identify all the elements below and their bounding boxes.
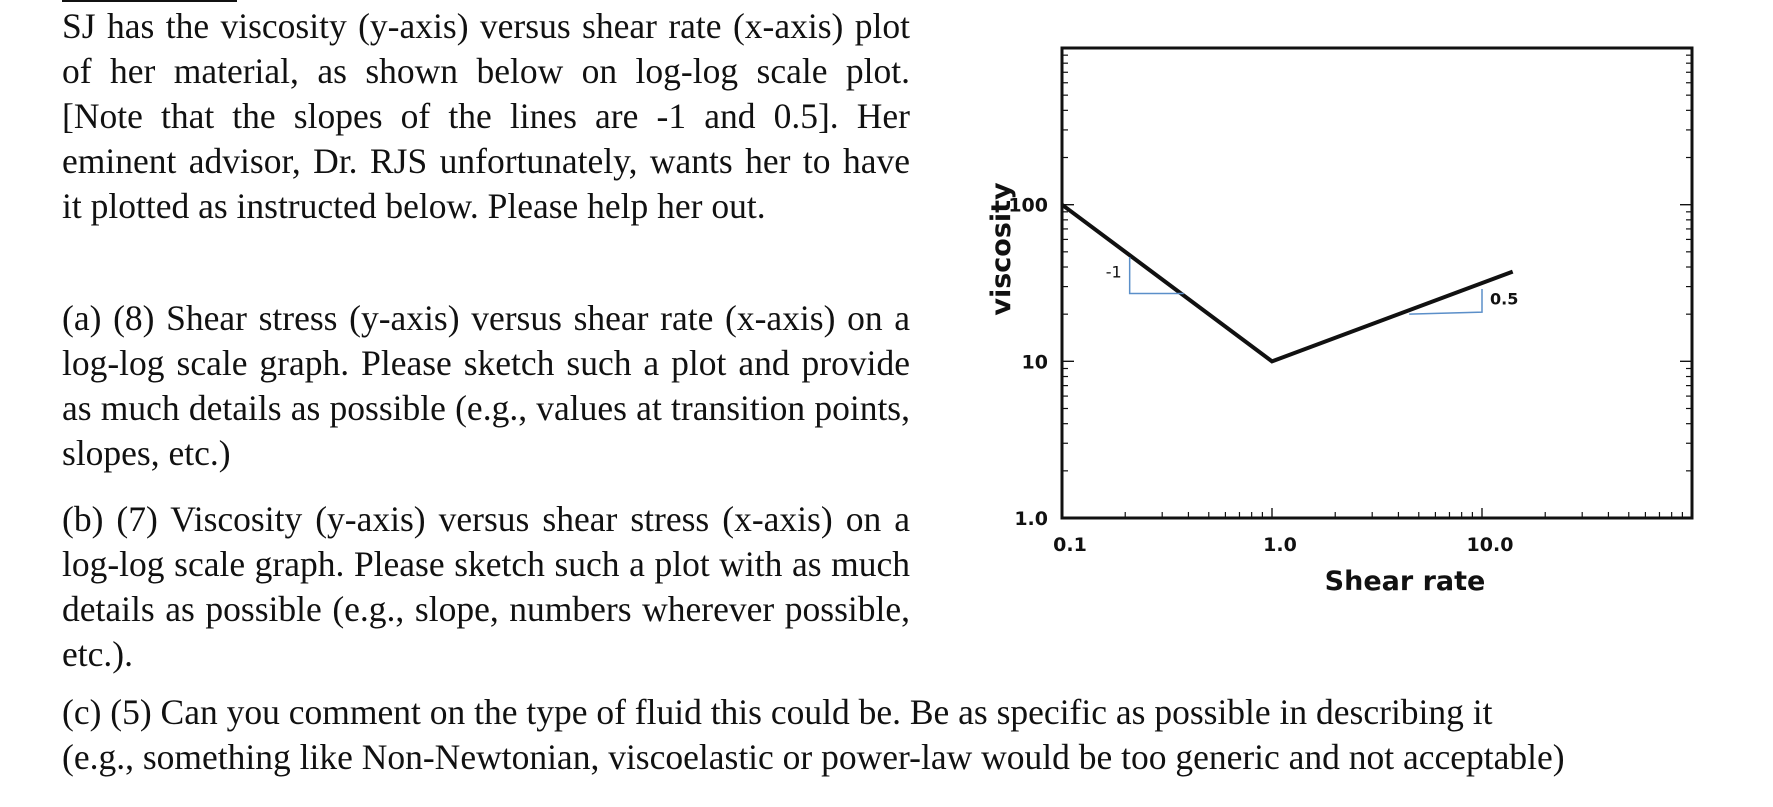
plot-frame bbox=[1060, 46, 1694, 520]
slope-triangle-2 bbox=[1409, 289, 1483, 315]
x-tick-label: 10.0 bbox=[1467, 534, 1514, 556]
header-rule bbox=[62, 0, 237, 2]
axis-ticks bbox=[1061, 47, 1693, 519]
y-tick-label: 100 bbox=[1008, 195, 1048, 217]
x-axis-label: Shear rate bbox=[1325, 566, 1486, 597]
part-c-line-1: (c) (5) Can you comment on the type of f… bbox=[62, 692, 1493, 732]
part-c-line-2: (e.g., something like Non-Newtonian, vis… bbox=[62, 737, 1565, 777]
plot-marks: -1 0.5 bbox=[1060, 203, 1518, 364]
problem-intro: SJ has the viscosity (y-axis) versus she… bbox=[62, 6, 910, 226]
part-a-text: (a) (8) Shear stress (y-axis) versus she… bbox=[62, 298, 910, 473]
y-axis-label: viscosity bbox=[986, 182, 1017, 316]
y-tick-label: 10 bbox=[1022, 351, 1048, 373]
slope-label-2: 0.5 bbox=[1490, 290, 1518, 309]
slope-triangle-1 bbox=[1128, 257, 1184, 295]
x-tick-label: 1.0 bbox=[1263, 534, 1297, 556]
y-tick-label: 1.0 bbox=[1014, 508, 1048, 530]
slope-label-1: -1 bbox=[1106, 262, 1122, 281]
x-tick-label: 0.1 bbox=[1053, 534, 1087, 556]
viscosity-line bbox=[1060, 203, 1514, 364]
part-c-text: (c) (5) Can you comment on the type of f… bbox=[62, 690, 1762, 780]
part-b-text: (b) (7) Viscosity (y-axis) versus shear … bbox=[62, 499, 910, 674]
